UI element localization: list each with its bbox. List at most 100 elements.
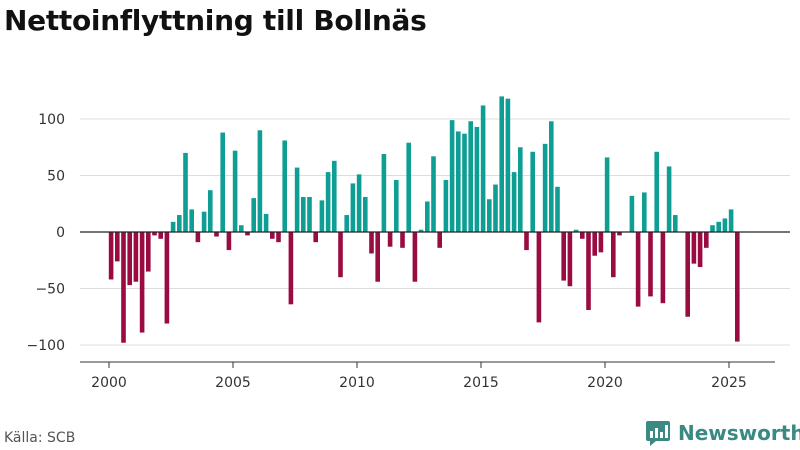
bar [133,232,139,282]
bar [735,232,740,342]
bar [555,186,560,232]
y-tick-label: 0 [56,225,65,241]
x-tick-label: 2005 [215,375,251,391]
bar [660,232,666,304]
bar [239,225,244,232]
bar [375,232,380,282]
bar [493,184,498,232]
x-axis: 2000 2005 2010 2015 2020 2025 [80,361,775,391]
bar [505,98,511,232]
bar [722,218,728,232]
bar [282,140,287,232]
bar [195,232,201,243]
bar [294,167,300,232]
brand-logo: Newsworthy [644,419,800,447]
bar [177,215,182,232]
bar [270,232,275,239]
bar [183,152,188,232]
bar [685,232,690,317]
bar [288,232,294,305]
bar [542,143,548,232]
bar [139,232,145,333]
bar [350,183,356,232]
bar [189,209,194,232]
y-tick-label: 100 [38,112,65,128]
x-tick-label: 2020 [587,375,623,391]
source-label: Källa: SCB [4,430,76,446]
bar [691,232,697,264]
bar [201,211,207,232]
newsworthy-logo-icon [646,421,670,446]
bar [369,232,374,254]
bar [406,142,411,232]
bar [673,215,678,232]
bar [257,130,263,232]
y-axis-labels: −100 −50 0 50 100 [27,112,65,354]
bar [319,200,325,232]
bar [276,232,281,243]
y-tick-label: 50 [47,169,65,185]
bar [642,192,647,232]
bar [363,196,368,232]
bars [108,96,740,343]
bar [307,196,312,232]
bar [462,133,467,232]
bar [431,156,436,232]
bar [121,232,126,343]
bar [611,232,616,278]
bar [530,151,535,232]
bar [592,232,597,256]
bar [480,105,486,232]
bar [170,221,176,232]
bar [648,232,653,297]
bar [425,201,430,232]
bar [232,150,238,232]
x-tick-label: 2025 [711,375,747,391]
bar [208,190,213,232]
y-tick-label: −100 [27,338,65,354]
bar [394,180,399,232]
bar [214,232,219,237]
chart-title: Nettoinflyttning till Bollnäs [4,4,427,37]
bar [716,221,721,232]
x-tick-label: 2000 [91,375,127,391]
bar [412,232,418,282]
x-tick-label: 2010 [339,375,375,391]
bar [511,172,517,232]
bar [251,198,256,232]
bar [549,121,554,232]
bar [456,131,461,232]
bar [332,160,337,232]
bar [152,232,157,236]
bar [127,232,132,286]
bar [536,232,542,323]
bar [604,157,610,232]
bar [635,232,641,307]
bar [487,199,492,232]
bar [158,232,163,239]
bar [586,232,591,310]
bar [418,229,424,232]
bar [226,232,232,251]
bar [387,232,393,247]
bar [400,232,405,248]
y-tick-label: −50 [35,282,65,298]
brand-name: Newsworthy [678,421,800,445]
x-tick-label: 2015 [463,375,499,391]
bar [697,232,703,268]
bar [573,229,579,232]
bar [629,195,635,232]
bar [728,209,734,232]
bar [580,232,585,239]
bar [518,147,523,232]
bar [338,232,343,278]
bar [344,215,349,232]
bar [325,172,331,232]
bar [263,213,269,232]
bar [598,232,604,253]
bar [381,154,387,232]
bar [245,232,250,236]
bar [301,196,306,232]
bar [704,232,709,248]
